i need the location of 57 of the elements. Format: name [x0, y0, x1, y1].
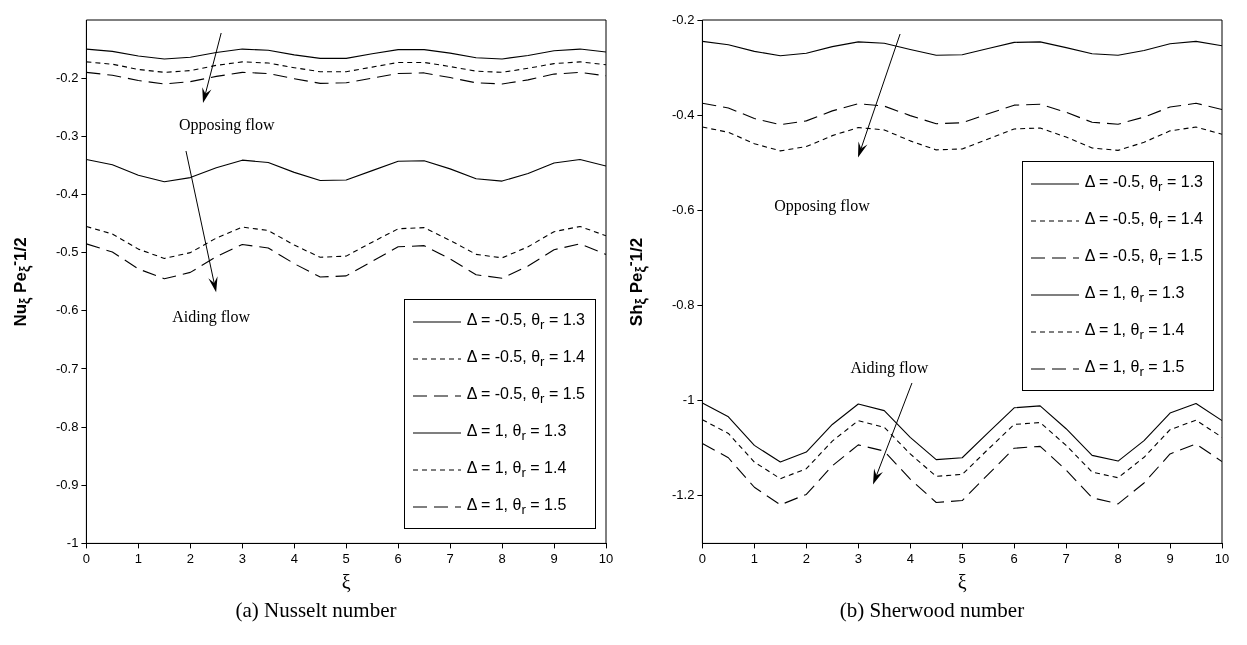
- x-tick-label: 3: [238, 550, 246, 566]
- x-tick-label: 7: [1062, 550, 1070, 566]
- x-tick-label: 2: [802, 550, 810, 566]
- y-tick-label: -0.2: [671, 11, 695, 27]
- y-tick-label: -0.6: [55, 302, 79, 318]
- x-tick-label: 0: [698, 550, 707, 566]
- y-tick-label: -0.4: [55, 186, 79, 202]
- annotation: Opposing flow: [774, 196, 870, 215]
- legend-label: Δ = -0.5, θ$_{r}$ = 1.4: [466, 348, 585, 370]
- annotation: Aiding flow: [172, 307, 250, 326]
- text: (a) Nusselt number: [234, 598, 398, 623]
- text: (b) Sherwood number: [838, 598, 1026, 623]
- x-tick-label: 5: [958, 550, 966, 566]
- y-tick-label: -0.5: [55, 244, 79, 260]
- y-tick-label: -0.6: [671, 201, 695, 217]
- y-tick-label: -1.2: [671, 487, 695, 503]
- legend-label: Δ = -0.5, θ$_{r}$ = 1.5: [1084, 247, 1203, 269]
- legend-label: Δ = 1, θ$_{r}$ = 1.4: [466, 459, 567, 481]
- y-tick-label: -0.2: [55, 69, 79, 85]
- x-tick-label: 6: [1010, 550, 1018, 566]
- x-tick-label: 8: [1114, 550, 1122, 566]
- x-tick-label: 8: [498, 550, 506, 566]
- x-tick-label: 3: [854, 550, 862, 566]
- y-tick-label: -0.9: [55, 476, 79, 492]
- legend-label: Δ = 1, θ$_{r}$ = 1.5: [1084, 358, 1185, 380]
- legend-label: Δ = -0.5, θ$_{r}$ = 1.3: [466, 311, 585, 333]
- x-tick-label: 7: [446, 550, 454, 566]
- y-tick-label: -0.7: [55, 360, 79, 376]
- x-tick-label: 4: [290, 550, 298, 566]
- y-tick-label: -0.8: [55, 418, 79, 434]
- legend-label: Δ = 1, θ$_{r}$ = 1.4: [1084, 321, 1185, 343]
- legend-label: Δ = -0.5, θ$_{r}$ = 1.5: [466, 385, 585, 407]
- x-tick-label: 10: [1214, 550, 1230, 566]
- x-tick-label: 9: [550, 550, 558, 566]
- y-tick-label: -1: [66, 534, 79, 550]
- x-tick-label: 2: [186, 550, 194, 566]
- x-tick-label: 6: [394, 550, 402, 566]
- x-tick-label: 10: [598, 550, 614, 566]
- legend-label: Δ = -0.5, θ$_{r}$ = 1.4: [1084, 210, 1203, 232]
- x-tick-label: 0: [82, 550, 91, 566]
- y-tick-label: -1: [682, 392, 695, 408]
- legend-label: Δ = 1, θ$_{r}$ = 1.3: [1084, 284, 1185, 306]
- annotation: Opposing flow: [178, 115, 275, 134]
- y-tick-label: -0.3: [55, 127, 79, 143]
- x-tick-label: 9: [1166, 550, 1174, 566]
- x-axis-title: ξ: [341, 571, 351, 594]
- y-tick-label: -0.4: [671, 106, 695, 122]
- x-tick-label: 1: [134, 550, 142, 566]
- legend-label: Δ = 1, θ$_{r}$ = 1.5: [466, 496, 567, 518]
- y-tick-label: -0.8: [671, 297, 695, 313]
- x-axis-title: ξ: [957, 571, 967, 594]
- x-tick-label: 4: [906, 550, 914, 566]
- legend-label: Δ = 1, θ$_{r}$ = 1.3: [466, 422, 567, 444]
- x-tick-label: 5: [342, 550, 350, 566]
- x-tick-label: 1: [750, 550, 758, 566]
- annotation: Aiding flow: [850, 358, 929, 377]
- legend-label: Δ = -0.5, θ$_{r}$ = 1.3: [1084, 173, 1203, 195]
